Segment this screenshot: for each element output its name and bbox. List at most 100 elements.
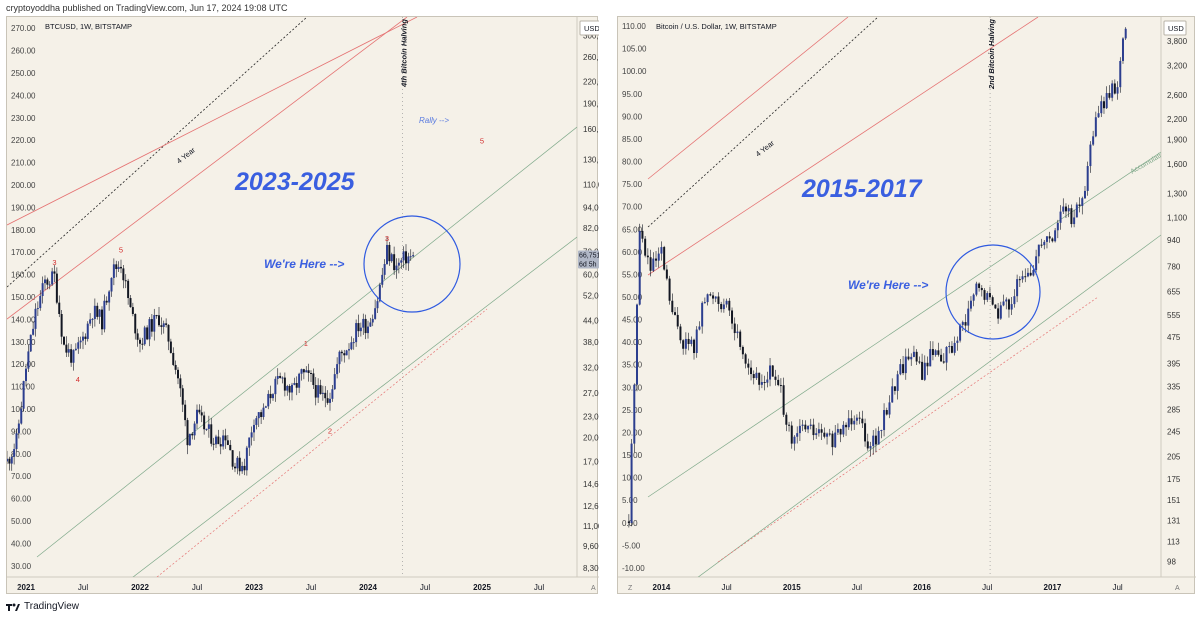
candle-body xyxy=(953,342,956,353)
currency-badge xyxy=(1163,20,1187,36)
channel-upper-line xyxy=(36,126,577,558)
right-axis-tick-label: 3,800 xyxy=(1167,37,1188,46)
candle-body xyxy=(186,420,189,446)
candle-body xyxy=(693,339,696,354)
candle-body xyxy=(245,447,248,471)
candle-body xyxy=(950,346,953,353)
candle-body xyxy=(828,433,831,435)
candle-body xyxy=(74,348,77,351)
right-axis-tick-label: 220,000 xyxy=(583,78,599,87)
candle-body xyxy=(343,353,346,356)
candle-body xyxy=(744,354,747,364)
candle-body xyxy=(207,424,210,429)
candle-body xyxy=(972,294,975,301)
candle-body xyxy=(300,369,303,374)
candle-body xyxy=(160,325,163,327)
rally-label: Rally --> xyxy=(419,116,449,125)
left-axis-tick-label: 260.00 xyxy=(11,47,36,56)
candle-body xyxy=(65,344,68,353)
candle-body xyxy=(836,429,839,433)
candle-body xyxy=(1092,136,1095,145)
candle-body xyxy=(120,266,122,269)
candle-body xyxy=(317,385,320,398)
candle-body xyxy=(115,264,118,270)
bitcoin-usd-chart-svg[interactable]: 110.00 105.00 100.00 95.00 90.00 85.00 80.00 75… xyxy=(618,17,1196,595)
candle-body xyxy=(243,465,246,471)
accumulation-label: Accumulation xyxy=(1130,149,1170,176)
left-axis-tick-label: 40.00 xyxy=(11,539,32,548)
candle-body xyxy=(880,430,883,432)
left-axis-tick-label: -10.00 xyxy=(622,564,645,573)
candle-body xyxy=(400,260,403,263)
candle-body xyxy=(146,327,149,340)
candle-body xyxy=(98,309,101,317)
candle-body xyxy=(978,283,981,288)
candle-body xyxy=(381,274,384,285)
right-axis-tick-label: 60,000 xyxy=(583,270,599,279)
candle-body xyxy=(665,269,668,279)
candle-body xyxy=(790,425,793,444)
left-axis-tick-label: 85.00 xyxy=(622,135,643,144)
candle-body xyxy=(229,444,232,451)
four-year-label: 4 Year xyxy=(754,138,777,158)
candle-body xyxy=(336,364,339,375)
candle-body xyxy=(899,364,902,375)
candle-body xyxy=(283,377,286,391)
candle-body xyxy=(1089,144,1092,167)
candle-body xyxy=(709,294,712,296)
symbol-label: BTCUSD, 1W, BITSTAMP xyxy=(45,22,132,31)
candle-body xyxy=(720,303,723,310)
candle-body xyxy=(291,384,293,393)
candle-body xyxy=(153,315,156,332)
x-axis-tick-label: 2025 xyxy=(473,583,491,592)
candle-body xyxy=(29,334,32,352)
candle-body xyxy=(222,435,225,447)
left-axis-tick-label: 220.00 xyxy=(11,136,36,145)
candle-body xyxy=(262,407,265,418)
candle-body xyxy=(804,424,807,430)
candle-body xyxy=(143,327,146,345)
candle-body xyxy=(918,361,921,363)
countdown-label: 6d 5h xyxy=(579,262,597,269)
x-axis-tick-label: 2023 xyxy=(245,583,263,592)
candle-body xyxy=(255,418,258,425)
candle-body xyxy=(295,383,298,388)
we-are-here-circle xyxy=(363,215,461,313)
wave-label: 5 xyxy=(119,246,123,255)
candle-body xyxy=(690,339,693,345)
left-axis-tick-label: 5.00 xyxy=(622,496,638,505)
right-axis-tick-label: 260,000 xyxy=(583,53,599,62)
chart-panel-2023-2025[interactable]: 270.00 260.00 250.00 240.00 230.00 220.00 210.… xyxy=(6,16,599,595)
candle-body xyxy=(741,346,744,355)
candle-body xyxy=(668,278,671,301)
candle-body xyxy=(853,420,856,425)
candle-body xyxy=(891,386,894,403)
candle-body xyxy=(967,308,970,326)
candle-body xyxy=(722,304,725,310)
candle-body xyxy=(842,424,845,435)
candle-body xyxy=(7,458,8,462)
candle-body xyxy=(324,392,327,399)
btcusd-chart-svg[interactable]: 270.00260.00250.00240.00230.00220.00210.… xyxy=(7,17,599,595)
candle-body xyxy=(205,428,208,430)
right-axis-tick-label: 23,000 xyxy=(583,413,599,422)
candle-body xyxy=(988,293,991,298)
candle-body xyxy=(264,406,267,408)
candle-body xyxy=(937,350,940,355)
candle-body xyxy=(188,433,191,446)
left-axis-tick-label: 270.00 xyxy=(11,24,36,33)
candle-body xyxy=(1121,38,1124,61)
x-axis-tick-label: Jul xyxy=(1112,583,1122,592)
chart-panel-2015-2017[interactable]: 110.00 105.00 100.00 95.00 90.00 85.00 80.00 75… xyxy=(617,16,1196,595)
price-badge xyxy=(578,250,599,269)
candle-body xyxy=(364,318,367,334)
candle-body xyxy=(646,255,649,258)
candle-body xyxy=(352,342,355,344)
candle-body xyxy=(219,444,222,447)
candle-body xyxy=(357,323,360,332)
candle-body xyxy=(994,304,997,309)
candle-body xyxy=(112,264,115,278)
right-axis-tick-label: 8,300 xyxy=(583,564,599,573)
candle-body xyxy=(51,271,54,285)
candle-body xyxy=(241,465,244,472)
